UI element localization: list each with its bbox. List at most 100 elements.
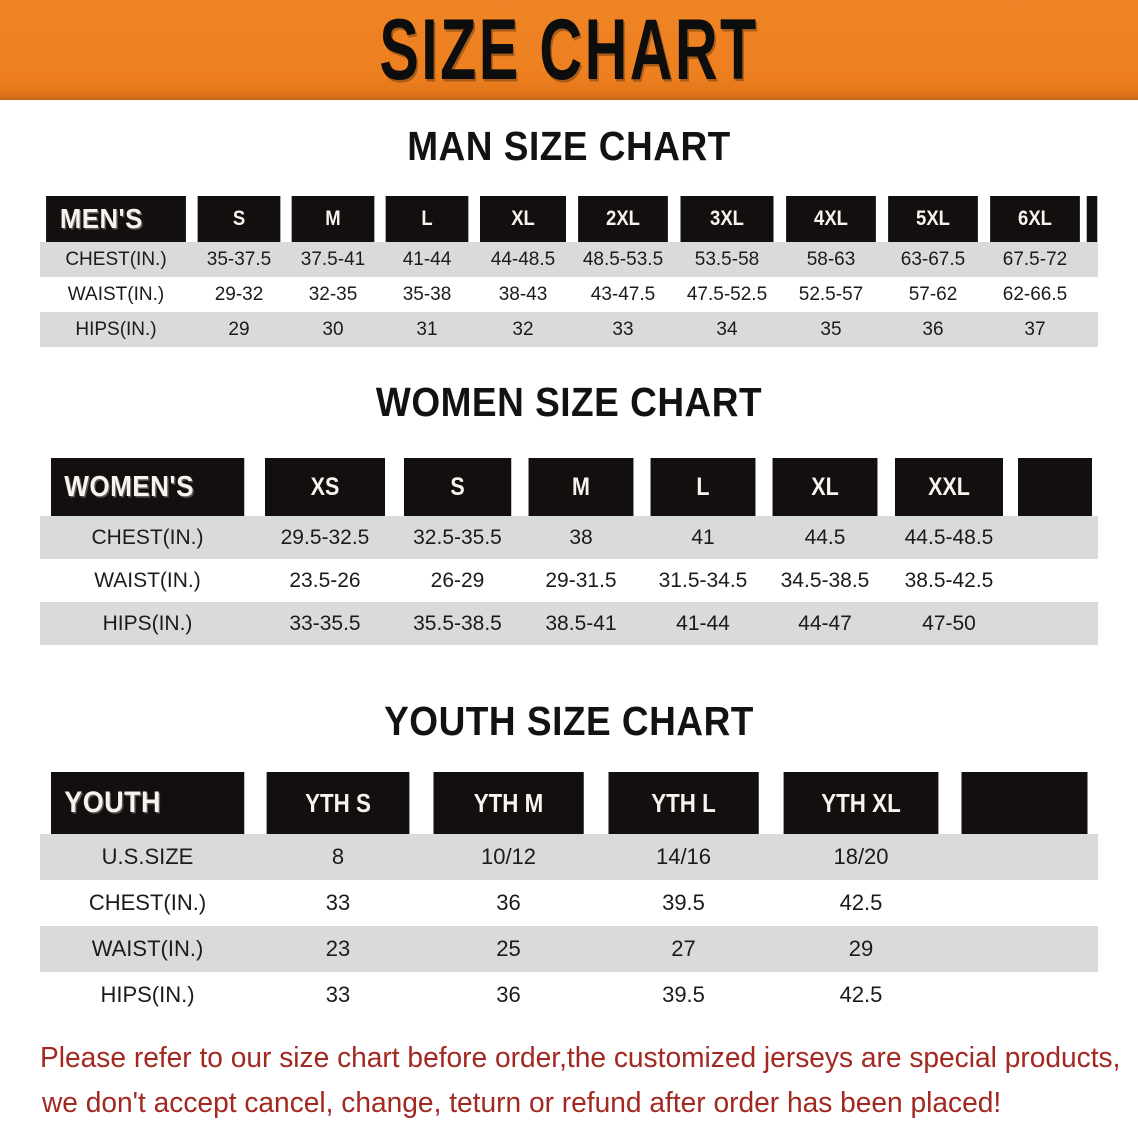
youth-row-label-ussize: U.S.SIZE xyxy=(40,834,255,880)
men-col-header-3xl: 3XL xyxy=(680,196,774,242)
youth-col-header-l: YTH L xyxy=(608,772,759,834)
notice-line-1: Please refer to our size chart before or… xyxy=(40,1042,1121,1074)
women-hips-xxl: 47-50 xyxy=(886,602,1012,645)
youth-chest-s: 33 xyxy=(255,880,421,926)
women-col-header-xl: XL xyxy=(772,458,878,516)
men-hips-l: 31 xyxy=(380,312,474,347)
men-waist-pad xyxy=(1086,277,1098,312)
men-col-header-5xl: 5XL xyxy=(888,196,978,242)
section-title-women: WOMEN SIZE CHART xyxy=(375,379,763,425)
women-row-label-waist: WAIST(IN.) xyxy=(40,559,255,602)
men-hips-2xl: 33 xyxy=(572,312,674,347)
youth-chest-m: 36 xyxy=(421,880,596,926)
men-hips-6xl: 37 xyxy=(984,312,1086,347)
men-col-header-l: L xyxy=(385,196,469,242)
men-chest-6xl: 67.5-72 xyxy=(984,242,1086,277)
women-col-header-m: M xyxy=(528,458,634,516)
youth-row-label-waist: WAIST(IN.) xyxy=(40,926,255,972)
section-title-youth: YOUTH SIZE CHART xyxy=(384,698,754,744)
youth-corner-label: YOUTH xyxy=(50,772,245,834)
men-col-header-4xl: 4XL xyxy=(786,196,876,242)
men-hips-5xl: 36 xyxy=(882,312,984,347)
men-row-label-chest: CHEST(IN.) xyxy=(40,242,192,277)
women-table-header-row: WOMEN'S XS S M L XL XXL xyxy=(40,458,1098,516)
women-hips-l: 41-44 xyxy=(642,602,764,645)
youth-waist-pad xyxy=(951,926,1098,972)
men-hips-3xl: 34 xyxy=(674,312,780,347)
men-chest-s: 35-37.5 xyxy=(192,242,286,277)
youth-size-table: YOUTH YTH S YTH M YTH L YTH XL U.S.SIZE … xyxy=(40,772,1098,1018)
table-row: CHEST(IN.) 33 36 39.5 42.5 xyxy=(40,880,1098,926)
men-corner-label: MEN'S xyxy=(46,196,186,242)
men-row-label-waist: WAIST(IN.) xyxy=(40,277,192,312)
men-waist-6xl: 62-66.5 xyxy=(984,277,1086,312)
men-waist-4xl: 52.5-57 xyxy=(780,277,882,312)
men-hips-pad xyxy=(1086,312,1098,347)
men-hips-s: 29 xyxy=(192,312,286,347)
men-col-header-xl: XL xyxy=(479,196,567,242)
men-chest-pad xyxy=(1086,242,1098,277)
youth-hips-s: 33 xyxy=(255,972,421,1018)
youth-chest-pad xyxy=(951,880,1098,926)
youth-col-header-m: YTH M xyxy=(433,772,584,834)
women-chest-xl: 44.5 xyxy=(764,516,886,559)
women-waist-m: 29-31.5 xyxy=(520,559,642,602)
men-col-header-pad xyxy=(1086,196,1098,242)
youth-ussize-xl: 18/20 xyxy=(771,834,951,880)
men-col-header-2xl: 2XL xyxy=(578,196,668,242)
men-col-header-s: S xyxy=(197,196,281,242)
youth-ussize-l: 14/16 xyxy=(596,834,771,880)
page-banner: SIZE CHART xyxy=(0,0,1138,100)
youth-hips-l: 39.5 xyxy=(596,972,771,1018)
women-waist-xs: 23.5-26 xyxy=(255,559,395,602)
youth-row-label-hips: HIPS(IN.) xyxy=(40,972,255,1018)
women-hips-m: 38.5-41 xyxy=(520,602,642,645)
women-chest-pad xyxy=(1012,516,1098,559)
youth-row-label-chest: CHEST(IN.) xyxy=(40,880,255,926)
women-waist-l: 31.5-34.5 xyxy=(642,559,764,602)
women-row-label-chest: CHEST(IN.) xyxy=(40,516,255,559)
youth-ussize-pad xyxy=(951,834,1098,880)
men-table-header-row: MEN'S S M L XL 2XL 3XL 4XL 5XL 6XL xyxy=(40,196,1098,242)
men-waist-xl: 38-43 xyxy=(474,277,572,312)
youth-ussize-m: 10/12 xyxy=(421,834,596,880)
youth-hips-m: 36 xyxy=(421,972,596,1018)
men-waist-3xl: 47.5-52.5 xyxy=(674,277,780,312)
youth-table-header-row: YOUTH YTH S YTH M YTH L YTH XL xyxy=(40,772,1098,834)
youth-hips-xl: 42.5 xyxy=(771,972,951,1018)
women-chest-m: 38 xyxy=(520,516,642,559)
youth-waist-l: 27 xyxy=(596,926,771,972)
youth-waist-s: 23 xyxy=(255,926,421,972)
men-chest-m: 37.5-41 xyxy=(286,242,380,277)
men-chest-5xl: 63-67.5 xyxy=(882,242,984,277)
women-chest-l: 41 xyxy=(642,516,764,559)
table-row: HIPS(IN.) 33 36 39.5 42.5 xyxy=(40,972,1098,1018)
women-waist-pad xyxy=(1012,559,1098,602)
men-hips-4xl: 35 xyxy=(780,312,882,347)
women-chest-xs: 29.5-32.5 xyxy=(255,516,395,559)
youth-chest-xl: 42.5 xyxy=(771,880,951,926)
women-waist-s: 26-29 xyxy=(395,559,520,602)
women-col-header-pad xyxy=(1018,458,1092,516)
men-waist-s: 29-32 xyxy=(192,277,286,312)
women-col-header-l: L xyxy=(650,458,756,516)
men-col-header-m: M xyxy=(291,196,375,242)
women-waist-xxl: 38.5-42.5 xyxy=(886,559,1012,602)
men-chest-3xl: 53.5-58 xyxy=(674,242,780,277)
women-row-label-hips: HIPS(IN.) xyxy=(40,602,255,645)
women-size-table: WOMEN'S XS S M L XL XXL CHEST(IN.) 29.5-… xyxy=(40,458,1098,645)
youth-waist-xl: 29 xyxy=(771,926,951,972)
men-col-header-6xl: 6XL xyxy=(990,196,1080,242)
youth-col-header-s: YTH S xyxy=(266,772,410,834)
youth-col-header-pad xyxy=(961,772,1088,834)
table-row: CHEST(IN.) 35-37.5 37.5-41 41-44 44-48.5… xyxy=(40,242,1098,277)
men-waist-l: 35-38 xyxy=(380,277,474,312)
women-waist-xl: 34.5-38.5 xyxy=(764,559,886,602)
women-col-header-xs: XS xyxy=(264,458,386,516)
men-waist-5xl: 57-62 xyxy=(882,277,984,312)
youth-ussize-s: 8 xyxy=(255,834,421,880)
table-row: U.S.SIZE 8 10/12 14/16 18/20 xyxy=(40,834,1098,880)
table-row: WAIST(IN.) 23.5-26 26-29 29-31.5 31.5-34… xyxy=(40,559,1098,602)
table-row: HIPS(IN.) 29 30 31 32 33 34 35 36 37 xyxy=(40,312,1098,347)
men-hips-xl: 32 xyxy=(474,312,572,347)
